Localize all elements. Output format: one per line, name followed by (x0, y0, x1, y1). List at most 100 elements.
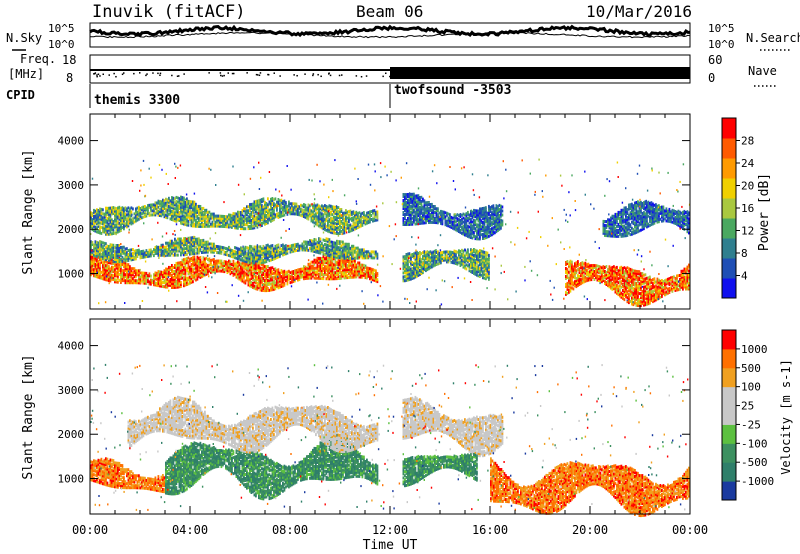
range-cell (172, 272, 175, 275)
range-cell (222, 261, 224, 265)
range-cell (160, 270, 163, 274)
range-cell (115, 248, 118, 251)
range-cell (186, 281, 188, 284)
range-cell (136, 271, 139, 275)
range-cell (175, 261, 178, 265)
range-cell (345, 268, 347, 272)
range-cell (298, 276, 301, 280)
range-cell (253, 268, 256, 272)
range-cell (93, 260, 95, 264)
range-cell (300, 267, 302, 271)
range-cell (247, 263, 250, 267)
nave-tick-bottom: 0 (708, 71, 715, 85)
range-cell (216, 259, 218, 263)
range-cell (96, 242, 98, 246)
range-cell (219, 265, 221, 269)
range-cell (325, 261, 328, 265)
range-cell (331, 275, 334, 279)
range-cell (358, 265, 361, 269)
range-cell (102, 247, 104, 251)
range-cell (187, 282, 190, 286)
range-cell (163, 279, 166, 283)
range-cell (184, 271, 187, 275)
range-cell (256, 283, 259, 287)
range-cell (354, 261, 356, 265)
range-cell (129, 271, 131, 275)
range-cell (93, 256, 95, 260)
range-cell (265, 279, 268, 283)
range-cell (96, 248, 98, 252)
range-cell (180, 267, 182, 271)
range-cell (253, 270, 256, 274)
range-cell (336, 269, 338, 273)
range-cell (325, 257, 328, 261)
range-cell (114, 272, 116, 276)
range-cell (249, 268, 251, 272)
nave-dot (279, 75, 281, 77)
range-cell (289, 275, 292, 279)
range-cell (243, 280, 245, 284)
range-cell (334, 261, 337, 265)
range-cell (346, 258, 349, 262)
range-cell (133, 281, 136, 285)
range-cell (100, 254, 103, 258)
range-cell (183, 260, 185, 264)
range-cell (195, 278, 197, 282)
range-cell (120, 277, 122, 280)
range-cell (297, 268, 299, 272)
range-cell (121, 245, 124, 249)
range-cell (184, 257, 187, 261)
range-cell (159, 276, 161, 280)
range-cell (345, 266, 347, 270)
range-cell (366, 268, 368, 272)
range-cell (336, 277, 338, 281)
range-cell (301, 275, 304, 279)
range-cell (370, 277, 373, 281)
range-cell (192, 258, 194, 262)
range-cell (264, 269, 266, 273)
range-cell (291, 270, 293, 274)
range-cell (270, 288, 272, 292)
range-cell (195, 258, 197, 262)
range-cell (135, 281, 137, 285)
range-cell (265, 271, 268, 275)
range-cell (261, 280, 263, 284)
range-cell (96, 267, 98, 271)
range-cell (372, 272, 374, 276)
range-cell (115, 258, 118, 261)
range-cell (106, 266, 109, 270)
range-cell (205, 266, 208, 270)
nave-dot (317, 73, 319, 76)
range-cell (202, 262, 205, 266)
range-cell (265, 265, 268, 269)
range-cell (370, 271, 373, 275)
range-cell (196, 261, 199, 265)
range-cell (249, 280, 251, 284)
range-cell (90, 244, 92, 248)
range-cell (94, 258, 97, 262)
range-cell (97, 273, 100, 277)
range-cell (255, 285, 257, 289)
nave-dot (312, 74, 314, 77)
range-cell (114, 270, 116, 274)
range-cell (315, 274, 317, 278)
range-cell (108, 275, 110, 279)
range-cell (102, 253, 104, 257)
range-cell (274, 287, 277, 291)
range-cell (321, 263, 323, 266)
range-cell (295, 271, 298, 274)
nave-dot (382, 75, 384, 78)
range-cell (222, 263, 224, 267)
range-cell (220, 265, 223, 269)
range-cell (319, 262, 322, 266)
range-cell (201, 263, 203, 267)
range-cell (190, 275, 193, 278)
range-cell (294, 273, 296, 277)
range-cell (121, 269, 124, 273)
range-cell (202, 260, 205, 264)
range-cell (210, 270, 212, 274)
range-cell (136, 273, 139, 277)
range-cell (106, 254, 109, 258)
range-cell (94, 264, 97, 268)
range-cell (241, 265, 244, 269)
